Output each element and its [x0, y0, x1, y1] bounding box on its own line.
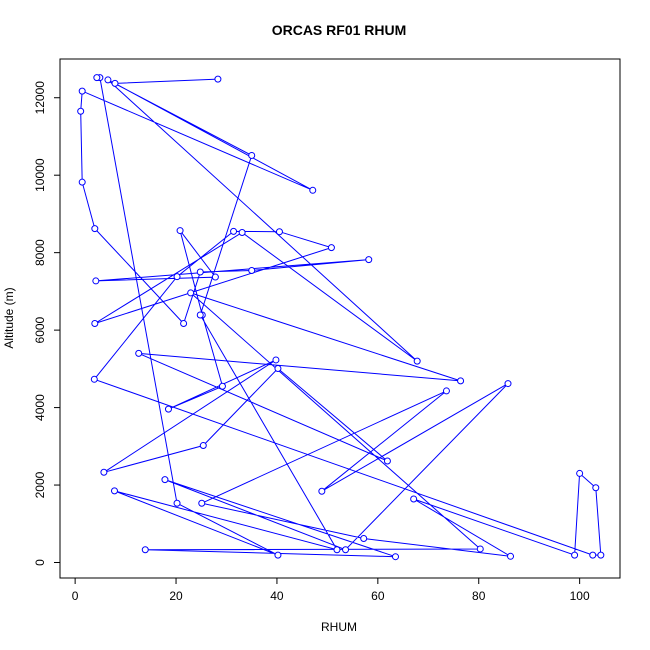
data-point: [135, 349, 143, 357]
y-tick-label: 0: [33, 559, 47, 566]
y-axis-label: Altitude (m): [2, 287, 16, 348]
data-point: [333, 546, 341, 554]
y-tick-label: 12000: [33, 81, 47, 115]
data-point: [275, 228, 283, 236]
data-point: [90, 375, 98, 383]
data-point: [161, 476, 169, 484]
x-axis-label: RHUM: [321, 620, 357, 634]
data-point: [176, 227, 184, 235]
data-point: [100, 468, 108, 476]
x-axis: 0 20 40 60 80 100: [72, 577, 590, 603]
data-point: [164, 405, 172, 413]
data-point: [91, 225, 99, 233]
y-tick-label: 2000: [33, 471, 47, 498]
data-point: [199, 442, 207, 450]
data-point: [360, 534, 368, 542]
data-point: [173, 273, 181, 281]
data-point: [413, 357, 421, 365]
data-point: [230, 227, 238, 235]
series-line: [80, 77, 602, 558]
data-point: [274, 551, 282, 559]
y-tick-label: 4000: [33, 394, 47, 421]
data-point: [391, 553, 399, 561]
x-tick-label: 60: [371, 589, 385, 603]
x-tick-label: 20: [169, 589, 183, 603]
data-point: [318, 487, 326, 495]
data-point: [504, 380, 512, 388]
series-layer: [77, 74, 605, 561]
x-tick-label: 100: [570, 589, 590, 603]
y-tick-label: 8000: [33, 239, 47, 266]
x-tick-label: 40: [270, 589, 284, 603]
data-point: [327, 244, 335, 252]
data-point: [93, 74, 101, 82]
data-point: [410, 495, 418, 503]
data-point: [457, 377, 465, 385]
data-point: [110, 487, 118, 495]
data-point: [211, 273, 219, 281]
y-axis: 0 2000 4000 6000 8000 10000 12000: [33, 81, 61, 566]
data-point: [218, 382, 226, 390]
x-tick-label: 0: [72, 589, 79, 603]
data-point: [198, 499, 206, 507]
data-point: [592, 484, 600, 492]
data-point: [597, 551, 605, 559]
data-point: [196, 268, 204, 276]
data-point: [238, 229, 246, 237]
data-point: [576, 469, 584, 477]
data-point: [248, 151, 256, 159]
data-point: [78, 178, 86, 186]
y-tick-label: 6000: [33, 316, 47, 343]
y-tick-label: 10000: [33, 158, 47, 192]
data-point: [365, 256, 373, 264]
data-point: [141, 546, 149, 554]
data-point: [274, 364, 282, 372]
data-point: [187, 289, 195, 297]
data-point: [442, 387, 450, 395]
data-point: [342, 546, 350, 554]
data-point: [214, 75, 222, 83]
data-point: [180, 320, 188, 328]
data-point: [507, 552, 515, 560]
data-point: [272, 356, 280, 364]
data-point: [78, 87, 86, 95]
data-point: [111, 79, 119, 87]
data-point: [173, 499, 181, 507]
data-point: [571, 551, 579, 559]
data-point: [196, 311, 204, 319]
data-point: [248, 266, 256, 274]
data-point: [383, 457, 391, 465]
data-point: [92, 277, 100, 285]
x-tick-label: 80: [472, 589, 486, 603]
data-point: [104, 76, 112, 84]
data-point: [589, 551, 597, 559]
data-point: [91, 320, 99, 328]
chart-title: ORCAS RF01 RHUM: [272, 22, 407, 38]
data-point: [309, 186, 317, 194]
data-point: [476, 545, 484, 553]
data-point: [77, 107, 85, 115]
